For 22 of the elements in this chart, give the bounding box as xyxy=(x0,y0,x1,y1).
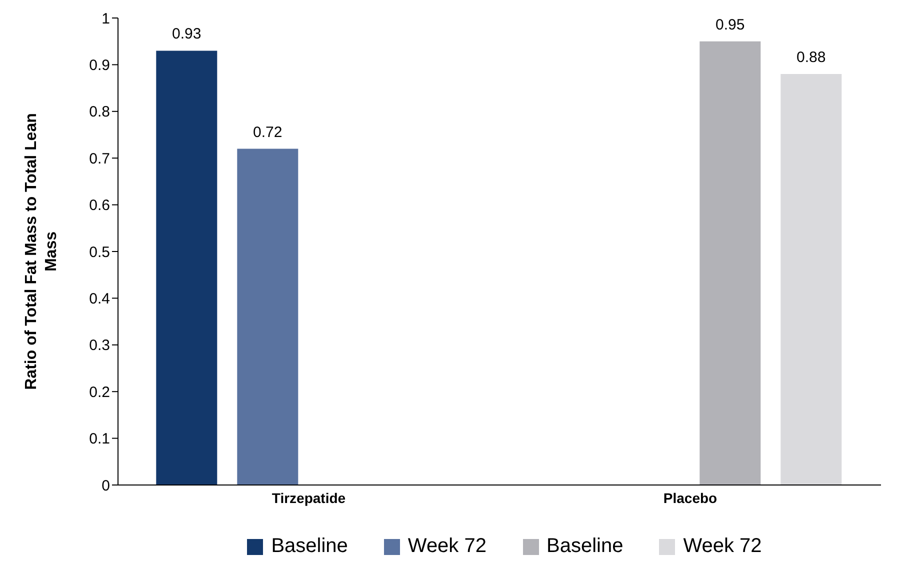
y-tick-label: 0.1 xyxy=(89,430,110,448)
legend-label: Baseline xyxy=(271,535,348,558)
x-tick-label: Placebo xyxy=(663,490,718,506)
x-tick-label: Tirzepatide xyxy=(272,490,346,506)
data-label: 0.88 xyxy=(796,49,826,66)
y-tick-label: 0 xyxy=(102,477,110,494)
data-label: 0.72 xyxy=(253,124,282,141)
y-tick-label: 0.2 xyxy=(89,384,110,401)
y-tick-label: 0.5 xyxy=(89,244,110,261)
data-label: 0.93 xyxy=(172,26,202,43)
y-tick-label: 0.9 xyxy=(89,57,110,74)
y-tick-label: 0.7 xyxy=(89,150,110,168)
y-axis-title: Ratio of Total Fat Mass to Total Lean Mass xyxy=(23,113,60,390)
legend-label: Week 72 xyxy=(683,535,762,558)
data-label: 0.95 xyxy=(716,16,745,34)
y-tick-label: 1 xyxy=(102,10,110,28)
y-tick-label: 0.8 xyxy=(89,104,110,121)
y-tick-label: 0.6 xyxy=(89,197,110,214)
y-tick-label: 0.3 xyxy=(89,337,110,354)
legend-label: Baseline xyxy=(546,535,624,558)
legend-label: Week 72 xyxy=(408,535,486,558)
y-tick-label: 0.4 xyxy=(89,290,110,308)
